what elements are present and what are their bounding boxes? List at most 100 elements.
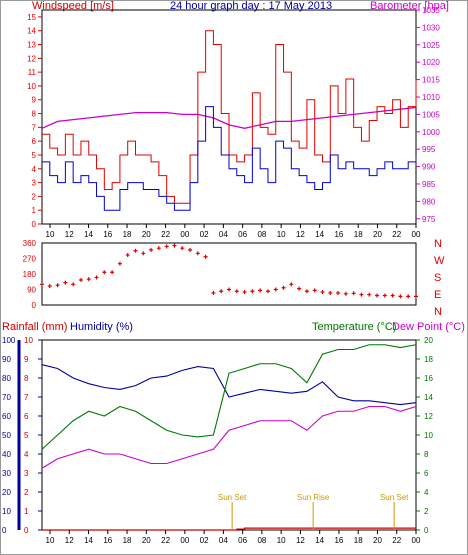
rainfall-tick-label: 1	[24, 507, 29, 516]
sun-label: Sun Set	[380, 493, 409, 502]
direction-point	[47, 284, 52, 289]
wind-x-tick-label: 02	[200, 230, 209, 239]
wind-x-tick-label: 22	[161, 230, 170, 239]
rainfall-tick-label: 9	[24, 355, 29, 364]
rainfall-axis-label: Rainfall (mm)	[2, 321, 67, 333]
wind-x-tick-label: 12	[65, 230, 74, 239]
temperature-line	[41, 344, 417, 450]
direction-point	[141, 251, 146, 256]
chart-title: 24 hour graph day : 17 May 2013	[170, 0, 332, 12]
direction-point	[180, 246, 185, 251]
wind-tick-label: 10	[27, 82, 36, 91]
wind-x-tick-label: 06	[238, 230, 247, 239]
compass-label: N	[434, 238, 442, 250]
sun-label: Sun Set	[218, 493, 247, 502]
wind-tick-label: 6	[32, 137, 37, 146]
direction-y-axis: 0 90 180 270 360	[23, 239, 37, 310]
direction-point	[328, 290, 333, 295]
barometer-tick-label: 1010	[422, 93, 440, 102]
direction-point	[281, 285, 286, 290]
wind-tick-label: 7	[32, 123, 37, 132]
humidity-x-tick-label: 18	[123, 536, 132, 545]
barometer-tick-label: 975	[422, 215, 436, 224]
rainfall-tick-label: 0	[24, 526, 29, 535]
humidity-x-tick-label: 04	[219, 536, 228, 545]
wind-x-tick-label: 12	[296, 230, 305, 239]
direction-point	[336, 290, 341, 295]
direction-panel	[41, 242, 417, 306]
wind-x-tick-label: 10	[277, 230, 286, 239]
direction-point	[351, 291, 356, 296]
wind-tick-label: 0	[32, 220, 37, 229]
wind-tick-label: 12	[27, 54, 36, 63]
wind-x-tick-label: 18	[123, 230, 132, 239]
barometer-tick-label: 1030	[422, 23, 440, 32]
temperature-tick-label: 12	[424, 412, 433, 421]
direction-point	[110, 270, 115, 275]
humidity-x-tick-label: 20	[142, 536, 151, 545]
humidity-x-tick-label: 06	[238, 536, 247, 545]
barometer-tick-label: 985	[422, 180, 436, 189]
direction-tick-label: 90	[27, 286, 36, 295]
rainfall-y-axis: 0 1 2 3 4 5 6 7 8 9 10	[24, 336, 33, 535]
humidity-x-tick-label: 00	[180, 536, 189, 545]
direction-point	[149, 247, 154, 252]
barometer-tick-label: 990	[422, 163, 436, 172]
wind-tick-label: 15	[27, 13, 36, 22]
humidity-tick-label: 70	[2, 393, 11, 402]
rainfall-tick-label: 5	[24, 431, 29, 440]
wind-gust-line	[42, 30, 417, 204]
humidity-x-tick-label: 10	[46, 536, 55, 545]
wind-tick-label: 13	[27, 41, 36, 50]
direction-point	[406, 294, 411, 299]
wind-x-tick-label: 22	[392, 230, 401, 239]
direction-point	[211, 290, 216, 295]
humidity-x-tick-label: 08	[257, 536, 266, 545]
direction-point	[289, 282, 294, 287]
direction-point	[219, 289, 224, 294]
direction-point	[71, 282, 76, 287]
direction-point	[55, 283, 60, 288]
wind-tick-label: 14	[27, 27, 36, 36]
direction-point	[125, 253, 130, 258]
sun-label: Sun Rise	[297, 493, 330, 502]
barometer-y-axis: 975 980 985 990 995 1000 1005 1010 1015 1020 1025 1…	[416, 6, 440, 224]
wind-series	[41, 30, 417, 211]
direction-point	[343, 291, 348, 296]
direction-point	[195, 251, 200, 256]
direction-point	[86, 277, 91, 282]
barometer-tick-label: 1025	[422, 41, 440, 50]
direction-point	[312, 288, 317, 293]
wind-x-tick-label: 20	[142, 230, 151, 239]
temperature-tick-label: 16	[424, 374, 433, 383]
rainfall-tick-label: 10	[24, 336, 33, 345]
direction-point	[234, 289, 239, 294]
direction-point	[375, 293, 380, 298]
wind-x-tick-label: 04	[219, 230, 228, 239]
wind-average-line	[42, 106, 417, 211]
barometer-axis-label: Barometer [hpa]	[370, 0, 449, 12]
wind-panel	[41, 9, 417, 225]
direction-point	[188, 247, 193, 252]
wind-x-tick-label: 14	[84, 230, 93, 239]
humidity-x-tick-label: 02	[200, 536, 209, 545]
wind-tick-label: 9	[32, 96, 37, 105]
direction-point	[94, 275, 99, 280]
direction-point	[297, 286, 302, 291]
direction-point	[320, 290, 325, 295]
direction-point	[133, 248, 138, 253]
direction-point	[367, 292, 372, 297]
humidity-tick-label: 40	[2, 450, 11, 459]
direction-point	[398, 294, 403, 299]
dewpoint-line	[41, 405, 417, 469]
dewpoint-axis-label: Dew Point (°C)	[392, 321, 465, 333]
wind-tick-label: 11	[28, 68, 37, 77]
direction-point	[250, 289, 255, 294]
barometer-tick-label: 1020	[422, 58, 440, 67]
humidity-line	[41, 364, 417, 406]
humidity-series	[41, 344, 417, 531]
direction-point	[390, 293, 395, 298]
humidity-tick-label: 20	[2, 488, 11, 497]
